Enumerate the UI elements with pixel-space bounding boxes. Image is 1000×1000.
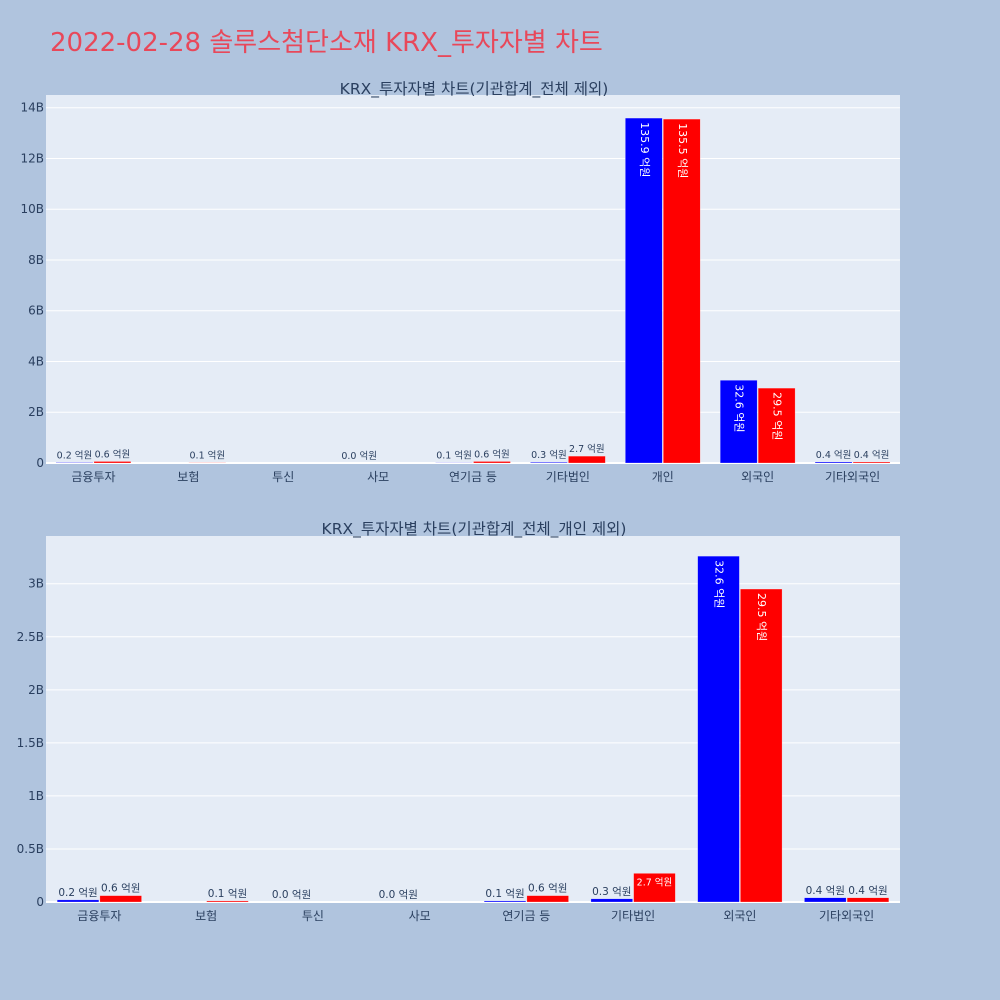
bar: [483, 900, 527, 903]
data-label: 2.7 억원: [569, 443, 605, 455]
y-tick-label: 0: [36, 456, 44, 470]
data-label: 0.6 억원: [528, 883, 567, 895]
bar: [633, 873, 676, 903]
x-tick-label: 사모: [367, 470, 389, 484]
data-label: 0.3 억원: [531, 449, 567, 461]
data-label: 135.5 억원: [676, 123, 689, 178]
x-tick-label: 보험: [195, 909, 217, 923]
data-label: 0.4 억원: [806, 885, 845, 897]
y-tick-label: 3B: [28, 577, 44, 591]
bar: [625, 117, 663, 464]
data-label: 0.0 억원: [341, 450, 377, 462]
x-tick-label: 외국인: [723, 909, 756, 923]
data-label: 2.7 억원: [637, 876, 673, 888]
data-label: 0.3 억원: [592, 886, 631, 898]
data-label: 29.5 억원: [755, 593, 768, 641]
x-tick-label: 금융투자: [77, 909, 121, 923]
y-tick-label: 14B: [20, 101, 44, 115]
bar: [530, 461, 568, 464]
bar: [206, 900, 249, 903]
chart-title: KRX_투자자별 차트(기관합계_전체_개인 제외): [322, 520, 627, 539]
data-label: 32.6 억원: [733, 384, 746, 432]
x-tick-label: 연기금 등: [502, 909, 550, 923]
data-label: 32.6 억원: [713, 560, 726, 608]
x-tick-label: 투신: [272, 470, 294, 484]
y-tick-label: 1B: [28, 789, 44, 803]
bar: [757, 387, 796, 464]
data-label: 0.0 억원: [272, 889, 311, 901]
data-label: 0.1 억원: [208, 888, 247, 900]
bar: [663, 118, 701, 464]
data-label: 0.2 억원: [57, 449, 93, 461]
y-tick-label: 1.5B: [17, 736, 44, 750]
bar: [568, 455, 606, 464]
bar: [56, 899, 100, 903]
y-tick-label: 8B: [28, 253, 44, 267]
bar: [93, 461, 132, 464]
x-tick-label: 기타외국인: [825, 470, 880, 484]
data-label: 29.5 억원: [771, 392, 784, 440]
chart-1: KRX_투자자별 차트(기관합계_전체 제외) 0 2B 4B 6B 8B 10B 12B 14…: [20, 80, 900, 484]
data-label: 0.6 억원: [95, 448, 131, 460]
bar: [99, 895, 142, 903]
x-tick-label: 금융투자: [71, 470, 115, 484]
y-tick-label: 0: [36, 895, 44, 909]
y-tick-label: 0.5B: [17, 842, 44, 856]
x-tick-label: 개인: [652, 470, 674, 484]
data-label: 0.1 억원: [190, 450, 226, 462]
chart-2: KRX_투자자별 차트(기관합계_전체_개인 제외) 0 0.5B 1B 1.5B 2B 2…: [17, 520, 900, 923]
y-tick-label: 12B: [20, 151, 44, 165]
x-tick-label: 기타외국인: [819, 909, 874, 923]
bar: [852, 461, 891, 464]
x-tick-label: 기타법인: [546, 470, 590, 484]
y-tick-label: 2B: [28, 405, 44, 419]
y-tick-label: 2.5B: [17, 630, 44, 644]
x-tick-label: 외국인: [741, 470, 774, 484]
bar: [55, 462, 94, 464]
chart-title: KRX_투자자별 차트(기관합계_전체 제외): [340, 80, 609, 99]
x-tick-label: 사모: [409, 909, 431, 923]
x-tick-label: 보험: [177, 470, 199, 484]
y-tick-label: 10B: [20, 202, 44, 216]
bar: [719, 380, 758, 464]
y-tick-label: 6B: [28, 304, 44, 318]
page-title: 2022-02-28 솔루스첨단소재 KRX_투자자별 차트: [50, 28, 603, 58]
bar: [846, 897, 890, 903]
x-tick-label: 연기금 등: [449, 470, 497, 484]
plot-area: [46, 95, 900, 463]
bar: [740, 588, 783, 903]
data-label: 0.1 억원: [436, 450, 472, 462]
data-label: 0.4 억원: [854, 449, 890, 461]
data-label: 0.0 억원: [379, 889, 418, 901]
bar: [697, 555, 740, 903]
bar: [590, 898, 633, 903]
data-label: 135.9 억원: [638, 122, 651, 177]
y-tick-label: 4B: [28, 354, 44, 368]
y-tick-label: 2B: [28, 683, 44, 697]
data-label: 0.4 억원: [848, 885, 887, 897]
bar: [804, 897, 847, 903]
bar: [526, 895, 569, 903]
bar: [814, 461, 853, 464]
data-label: 0.2 억원: [58, 887, 97, 899]
bar: [473, 461, 511, 464]
x-tick-label: 기타법인: [611, 909, 655, 923]
data-label: 0.6 억원: [474, 448, 510, 460]
x-tick-label: 투신: [302, 909, 324, 923]
data-label: 0.1 억원: [485, 888, 524, 900]
data-label: 0.6 억원: [101, 883, 140, 895]
data-label: 0.4 억원: [816, 449, 852, 461]
